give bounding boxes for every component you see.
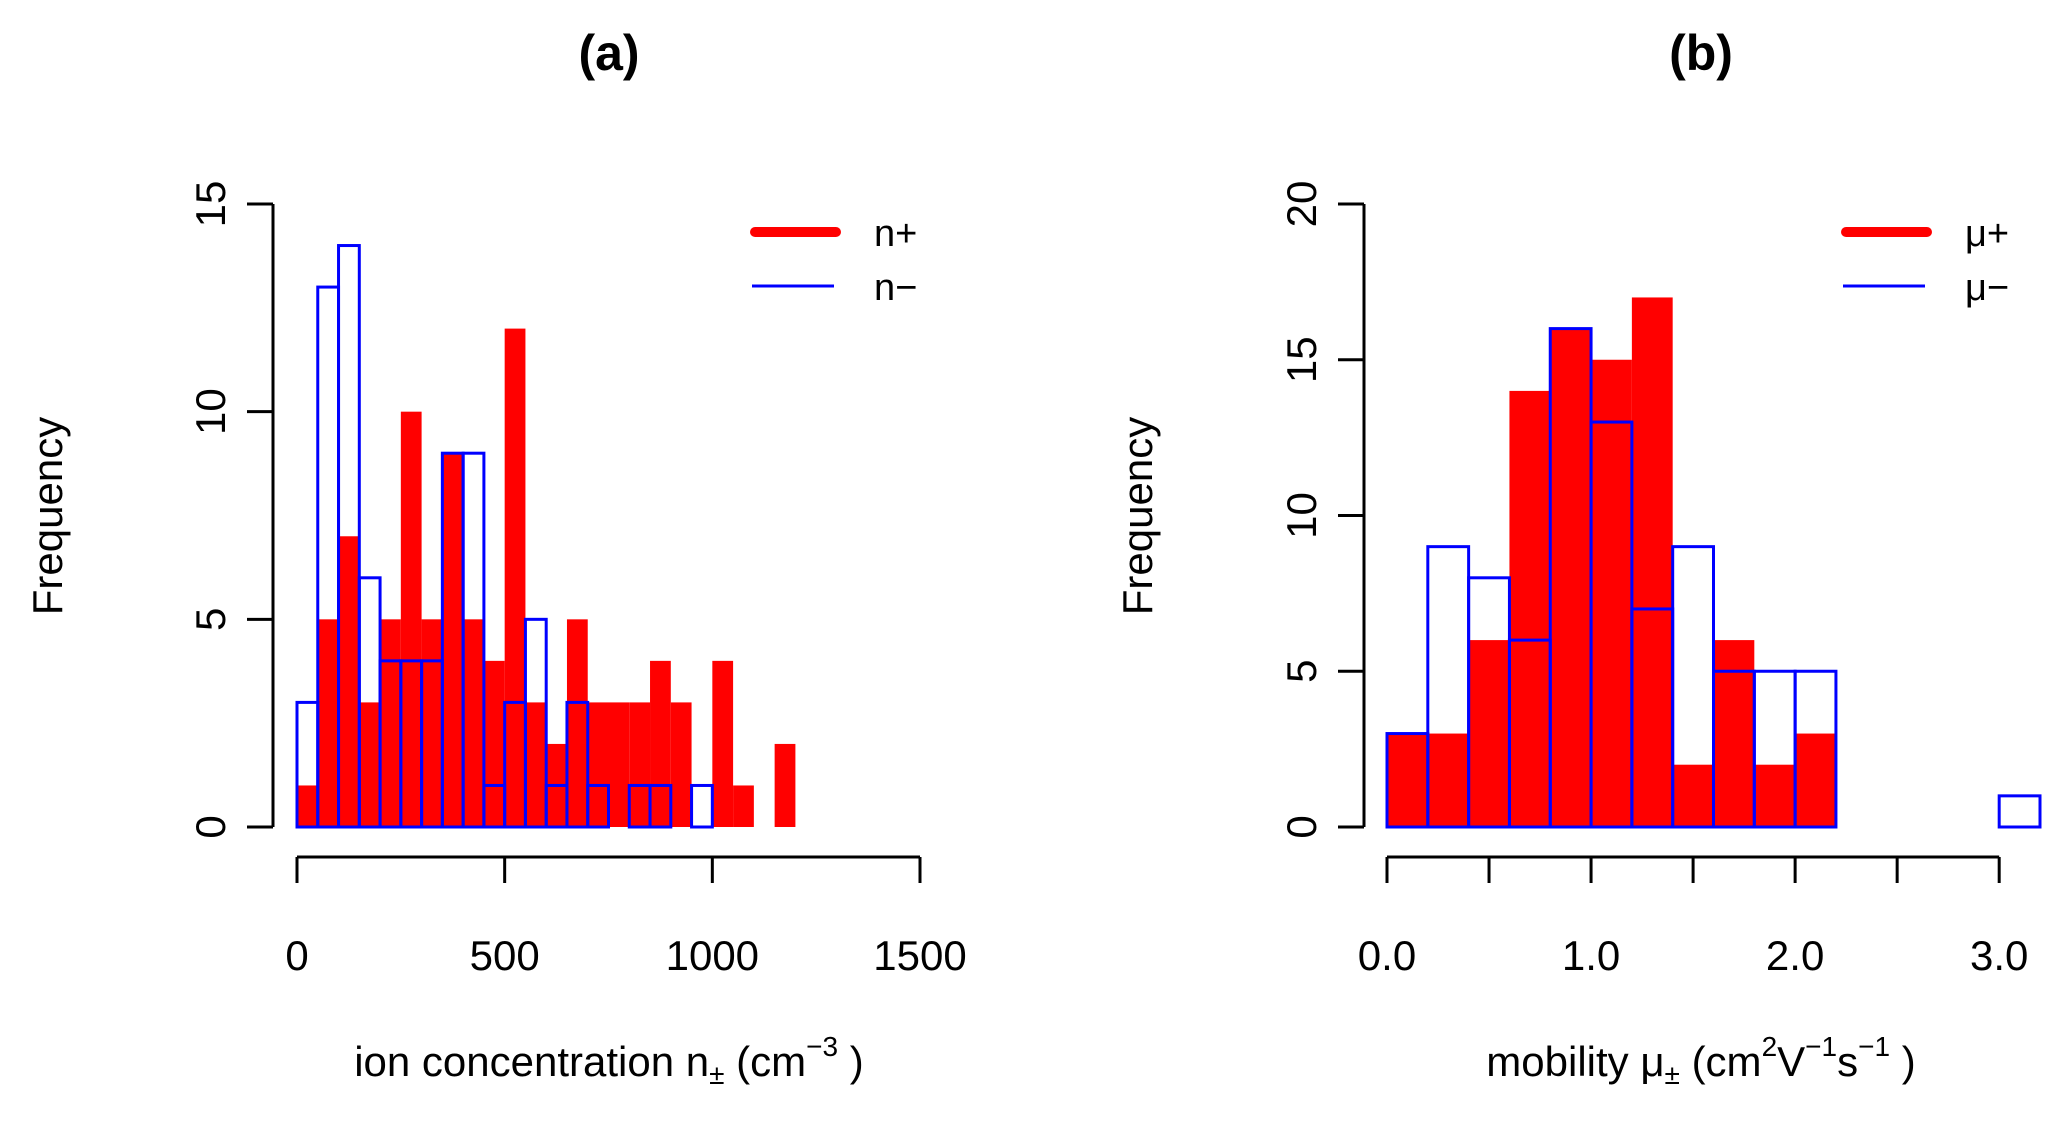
n-plus-bar	[608, 702, 630, 827]
x-tick-label: 3.0	[1970, 932, 2028, 979]
x-tick-label: 0.0	[1358, 932, 1416, 979]
legend-label-mu-minus: μ−	[1965, 267, 2009, 309]
panel-a-title: (a)	[578, 25, 639, 81]
x-tick-label: 1000	[666, 932, 759, 979]
x-tick-label: 500	[470, 932, 540, 979]
mu-plus-bar	[1672, 764, 1714, 827]
n-minus-bar	[565, 700, 590, 829]
n-plus-bar	[359, 702, 381, 827]
x-tick-label: 2.0	[1766, 932, 1824, 979]
x-axis: 0.0 1.0 2.0 3.0	[1358, 855, 2028, 979]
y-axis: 0 5 10 15 20	[1278, 181, 1366, 839]
x-tick-label: 0	[285, 932, 308, 979]
mu-plus-bar	[1427, 733, 1469, 827]
n-minus-bar	[337, 244, 361, 829]
n-plus-bar	[317, 619, 339, 827]
n-plus-bar	[712, 660, 734, 827]
y-tick-label: 5	[187, 608, 234, 631]
mu-plus-bar	[1754, 764, 1796, 827]
mu-plus-bars	[1387, 297, 1836, 827]
legend-label-n-plus: n+	[874, 213, 917, 255]
n-plus-bar	[587, 702, 609, 827]
n-plus-bar	[338, 536, 360, 827]
y-tick-label: 5	[1278, 660, 1325, 683]
n-minus-bar	[690, 783, 714, 829]
y-tick-label: 10	[1278, 492, 1325, 539]
n-plus-bar	[442, 453, 464, 827]
n-plus-bar	[774, 743, 796, 827]
legend: μ+ μ−	[1841, 213, 2009, 309]
n-minus-bar	[461, 451, 486, 829]
x-axis-label: ion concentration n± (cm−3 )	[354, 1031, 864, 1090]
n-plus-bar	[566, 619, 588, 827]
n-plus-bar	[733, 785, 754, 827]
n-plus-bar	[650, 660, 671, 827]
mu-plus-bar	[1795, 733, 1836, 827]
mu-minus-bar	[1997, 794, 2042, 829]
y-tick-label: 0	[187, 815, 234, 838]
n-plus-bar	[297, 785, 318, 827]
y-tick-label: 0	[1278, 815, 1325, 838]
mu-plus-bar	[1591, 359, 1632, 827]
y-axis-label: Frequency	[1114, 417, 1161, 615]
n-plus-bar	[525, 702, 547, 827]
n-plus-bar	[629, 702, 651, 827]
panel-a-ion-concentration-histogram: (a) 0 5 10 15 0 500 1000 1500 Frequency ion co…	[24, 25, 967, 1090]
n-minus-bar	[523, 617, 548, 829]
panel-b-mobility-histogram: (b) 0 5 10 15 20 0.0 1.0 2.0 3.0 Frequency mobi…	[1114, 25, 2042, 1090]
y-tick-label: 10	[187, 388, 234, 435]
n-plus-bar	[400, 411, 422, 827]
mu-plus-bar	[1468, 640, 1510, 827]
n-plus-bar	[421, 619, 443, 827]
n-plus-bar	[483, 660, 505, 827]
mu-plus-bar	[1713, 640, 1755, 827]
n-minus-bars	[295, 244, 714, 829]
y-axis: 0 5 10 15	[187, 181, 275, 839]
x-axis-label: mobility μ± (cm2V−1s−1 )	[1486, 1031, 1915, 1090]
legend-label-n-minus: n−	[874, 267, 917, 309]
y-tick-label: 15	[1278, 336, 1325, 383]
n-plus-bar	[463, 619, 484, 827]
mu-minus-bars	[1385, 327, 2042, 829]
n-plus-bar	[380, 619, 401, 827]
mu-plus-bar	[1509, 390, 1551, 827]
n-minus-bar	[648, 783, 673, 829]
y-axis-label: Frequency	[24, 417, 71, 615]
n-minus-bar	[586, 783, 611, 829]
y-tick-label: 20	[1278, 181, 1325, 228]
legend-label-mu-plus: μ+	[1965, 213, 2009, 255]
mu-plus-bar	[1550, 328, 1592, 827]
mu-plus-bar	[1631, 297, 1673, 827]
x-tick-label: 1.0	[1562, 932, 1620, 979]
n-plus-bars	[297, 328, 796, 827]
n-plus-bar	[670, 702, 692, 827]
panel-b-title: (b)	[1669, 25, 1733, 81]
mu-plus-bar	[1387, 733, 1428, 827]
x-tick-label: 1500	[873, 932, 966, 979]
y-tick-label: 15	[187, 181, 234, 228]
n-plus-bar	[504, 328, 526, 827]
mu-minus-bar	[1793, 669, 1838, 829]
x-axis: 0 500 1000 1500	[285, 855, 967, 979]
legend: n+ n−	[750, 213, 917, 309]
